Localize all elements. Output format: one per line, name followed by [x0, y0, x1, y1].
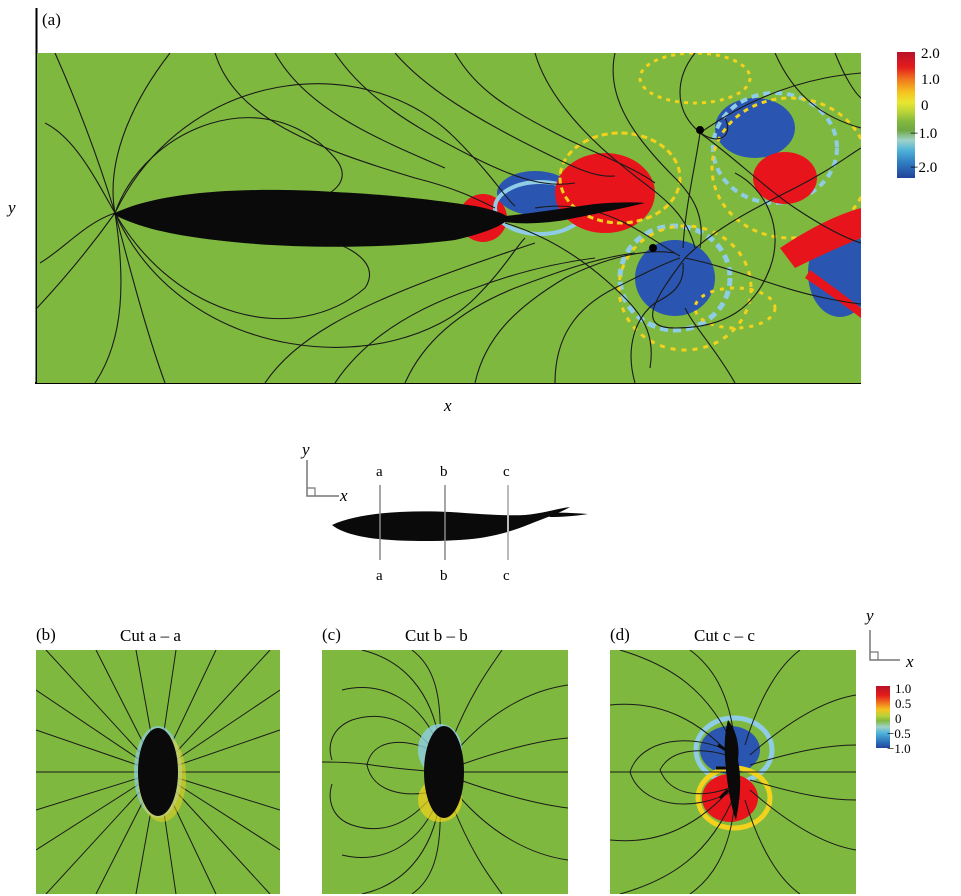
panel-a-colorbar [897, 52, 915, 178]
panel-d-title: Cut c – c [694, 626, 755, 645]
panel-c-plot [322, 650, 568, 894]
cut-y-label: y [866, 606, 874, 625]
panel-a-y-axis-label: y [8, 198, 16, 217]
cut-axes-icon [869, 630, 900, 661]
panel-d-body-section [724, 720, 741, 820]
panel-b-title: Cut a – a [120, 626, 181, 645]
cut-c-top-label: c [503, 464, 510, 480]
schematic-x-label: x [340, 486, 348, 505]
panel-c-label: (c) [322, 625, 341, 644]
panel-a-x-axis-label: x [444, 396, 452, 415]
colorbar-a-tick-2: 0 [921, 98, 929, 114]
colorbar-a-tick-1: 1.0 [921, 72, 940, 88]
panel-a-streamlines [37, 53, 861, 383]
panel-c-title: Cut b – b [405, 626, 468, 645]
panel-d-label: (d) [610, 625, 630, 644]
colorbar-a-tick-4: −2.0 [910, 160, 938, 176]
cut-colorbar-tick-2: 0 [895, 711, 902, 726]
panel-c-body-section [424, 726, 464, 818]
panel-a-label: (a) [42, 10, 61, 29]
schematic-y-label: y [302, 440, 310, 459]
panel-a-plot [35, 8, 861, 384]
schematic-axes-icon [306, 460, 339, 497]
cut-x-label: x [906, 652, 914, 671]
panel-b-plot [36, 650, 280, 894]
panel-b-label: (b) [36, 625, 56, 644]
panel-d-positive-lobe [702, 774, 758, 822]
fish-schematic: y x a b c a b c [290, 440, 600, 590]
cut-c-bottom-label: c [503, 568, 510, 584]
cut-colorbar-tick-1: 0.5 [895, 696, 912, 711]
panel-b-body-section [138, 728, 178, 816]
cut-b-top-label: b [440, 464, 448, 480]
panel-d-plot [610, 650, 856, 894]
panel-a-critical-points [649, 126, 704, 252]
cut-colorbar-tick-4: −1.0 [887, 741, 911, 756]
colorbar-a-tick-0: 2.0 [921, 46, 940, 62]
cut-b-bottom-label: b [440, 568, 448, 584]
cut-a-bottom-label: a [376, 568, 383, 584]
panel-a-fish-body [113, 189, 509, 247]
colorbar-a-tick-3: −1.0 [910, 126, 938, 142]
cut-a-top-label: a [376, 464, 383, 480]
cut-colorbar-tick-0: 1.0 [895, 681, 912, 696]
cut-colorbar [876, 686, 890, 748]
panel-a-fish-tail [505, 202, 645, 224]
panel-d-streamlines [610, 650, 856, 894]
cut-colorbar-tick-3: −0.5 [887, 726, 911, 741]
schematic-fish [332, 485, 588, 560]
panel-a: (a) y x [0, 0, 961, 420]
